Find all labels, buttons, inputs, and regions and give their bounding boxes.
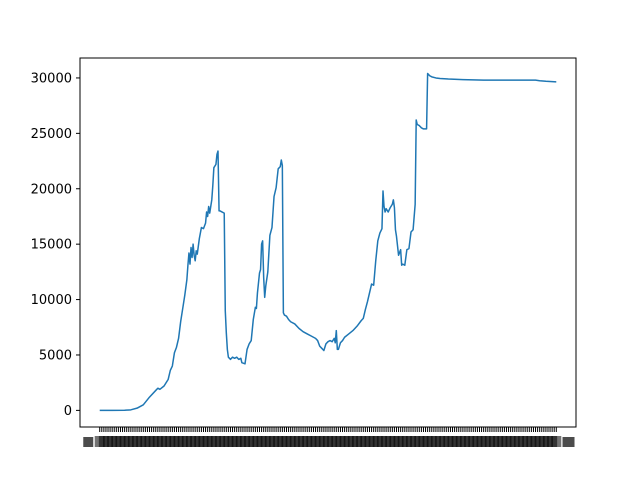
x-axis <box>83 427 575 447</box>
x-tick-label-band <box>83 436 575 447</box>
y-tick-label: 0 <box>64 404 72 419</box>
y-tick-label: 20000 <box>31 182 72 197</box>
x-tick-label <box>83 437 94 447</box>
plot-area: 0 5000 10000 15000 20000 25000 30000 <box>31 57 577 447</box>
y-tick-label: 30000 <box>31 71 72 86</box>
series-line <box>99 72 557 412</box>
y-tick-label: 10000 <box>31 293 72 308</box>
x-tick-label <box>562 437 575 447</box>
y-axis: 0 5000 10000 15000 20000 25000 30000 <box>31 71 80 419</box>
axes-frame <box>79 57 577 428</box>
y-tick-label: 25000 <box>31 127 72 142</box>
x-tick-label <box>551 436 562 447</box>
y-tick-label: 15000 <box>31 238 72 253</box>
y-tick-label: 5000 <box>39 348 72 363</box>
x-ticks <box>99 427 557 432</box>
